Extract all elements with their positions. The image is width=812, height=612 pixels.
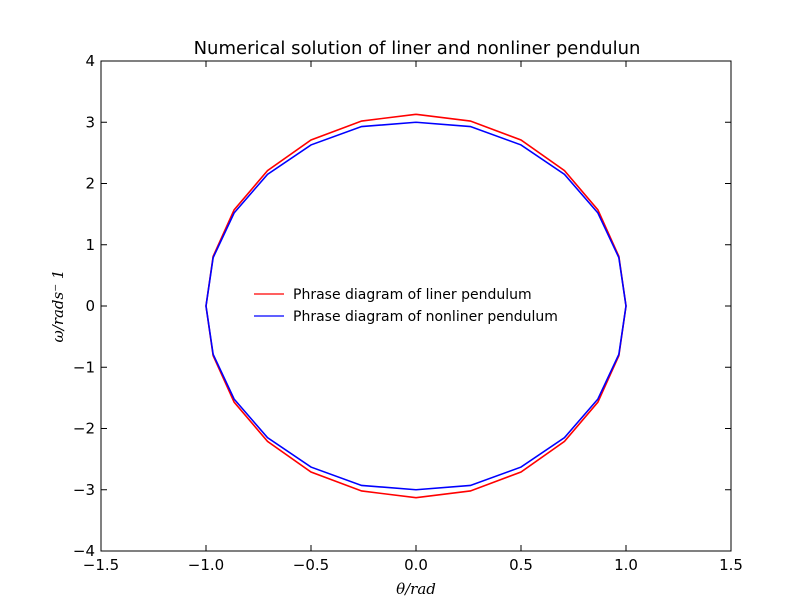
ticks: −1.5 −1.0 −0.5 0.0 0.5 1.0 1.5 −4 −3 −2 −1 0 1 2 3 4 (73, 52, 743, 574)
plot-area (100, 60, 732, 552)
x-tick-label: −0.5 (293, 556, 329, 574)
x-tick-label: −1.0 (188, 556, 224, 574)
y-axis-label: ω/rads⁻ 1 (49, 270, 67, 343)
y-tick-label: 3 (85, 113, 95, 131)
x-tick-label: 1.0 (614, 556, 638, 574)
plot-frame (100, 60, 732, 552)
x-tick-label: −1.5 (83, 556, 119, 574)
y-tick-label: −1 (73, 358, 95, 376)
legend: Phrase diagram of liner pendulum Phrase d… (254, 287, 558, 325)
y-tick-label: 0 (85, 297, 95, 315)
x-axis-label: θ/rad (396, 580, 436, 598)
y-tick-label: 4 (85, 52, 95, 70)
series-line-1 (205, 113, 627, 499)
series-layer (205, 113, 627, 499)
y-tick-label: −3 (73, 481, 95, 499)
legend-label-1: Phrase diagram of liner pendulum (293, 287, 532, 303)
y-tick-label: −4 (73, 542, 95, 560)
y-tick-label: 1 (85, 236, 95, 254)
legend-label-2: Phrase diagram of nonliner pendulum (293, 309, 558, 325)
x-tick-label: 0.0 (404, 556, 428, 574)
y-tick-label: 2 (85, 175, 95, 193)
series-line-2 (205, 121, 627, 491)
chart-title: Numerical solution of liner and nonliner… (194, 38, 641, 59)
x-tick-label: 0.5 (509, 556, 533, 574)
y-tick-label: −2 (73, 420, 95, 438)
x-tick-label: 1.5 (719, 556, 743, 574)
